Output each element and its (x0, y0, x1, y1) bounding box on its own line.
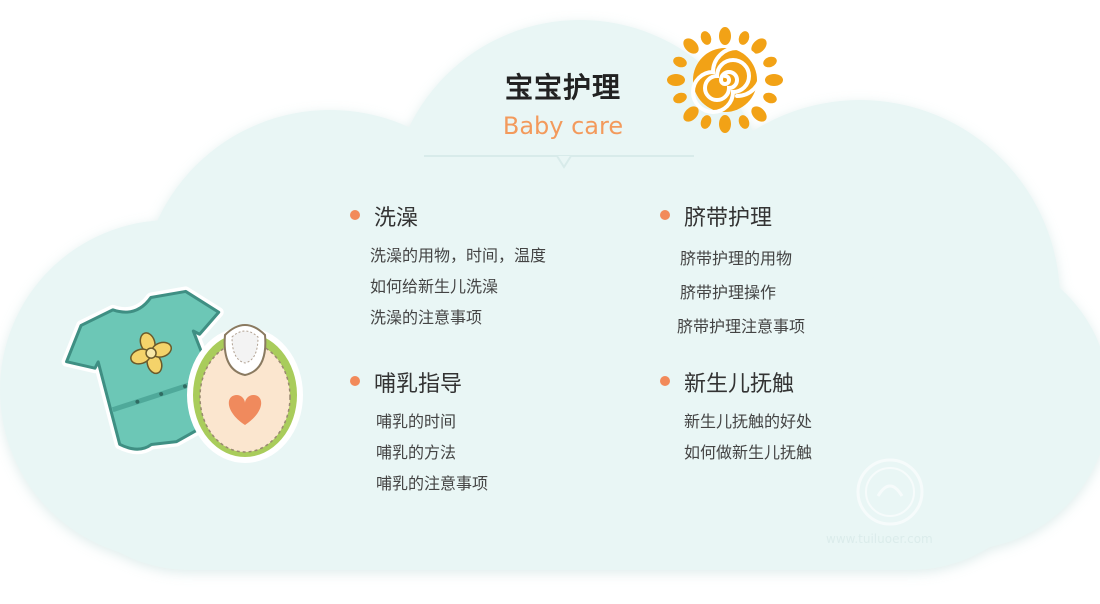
baby-onesie-icon (61, 286, 230, 455)
bullet-dot (660, 376, 670, 386)
watermark-text: www.tuiluoer.com (826, 532, 933, 546)
list-item: 脐带护理注意事项 (677, 317, 806, 336)
sun-icon (667, 27, 783, 133)
list-item: 脐带护理操作 (680, 283, 777, 302)
list-item: 哺乳的时间 (376, 412, 457, 431)
baby-bib-icon (187, 324, 303, 463)
bullet-dot (350, 376, 360, 386)
list-item: 如何做新生儿抚触 (684, 443, 813, 462)
section-title: 哺乳指导 (374, 372, 463, 397)
section-title: 洗澡 (374, 206, 419, 231)
list-item: 脐带护理的用物 (680, 249, 793, 268)
divider-notch-icon (556, 155, 572, 169)
list-item: 洗澡的用物，时间，温度 (370, 246, 547, 265)
section-title: 脐带护理 (684, 206, 773, 231)
list-item: 如何给新生儿洗澡 (370, 277, 499, 296)
watermark-logo-icon (856, 458, 924, 526)
list-item: 新生儿抚触的好处 (684, 412, 813, 431)
bullet-dot (660, 210, 670, 220)
list-item: 洗澡的注意事项 (370, 308, 483, 327)
list-item: 哺乳的方法 (376, 443, 457, 462)
section-title: 新生儿抚触 (684, 372, 795, 397)
baby-clothes-illustration (61, 286, 303, 463)
flower-icon (130, 332, 173, 375)
heart-icon (228, 395, 262, 425)
page-subtitle: Baby care (502, 112, 624, 140)
list-item: 哺乳的注意事项 (376, 474, 489, 493)
bullet-dot (350, 210, 360, 220)
page-title: 宝宝护理 (504, 71, 621, 104)
